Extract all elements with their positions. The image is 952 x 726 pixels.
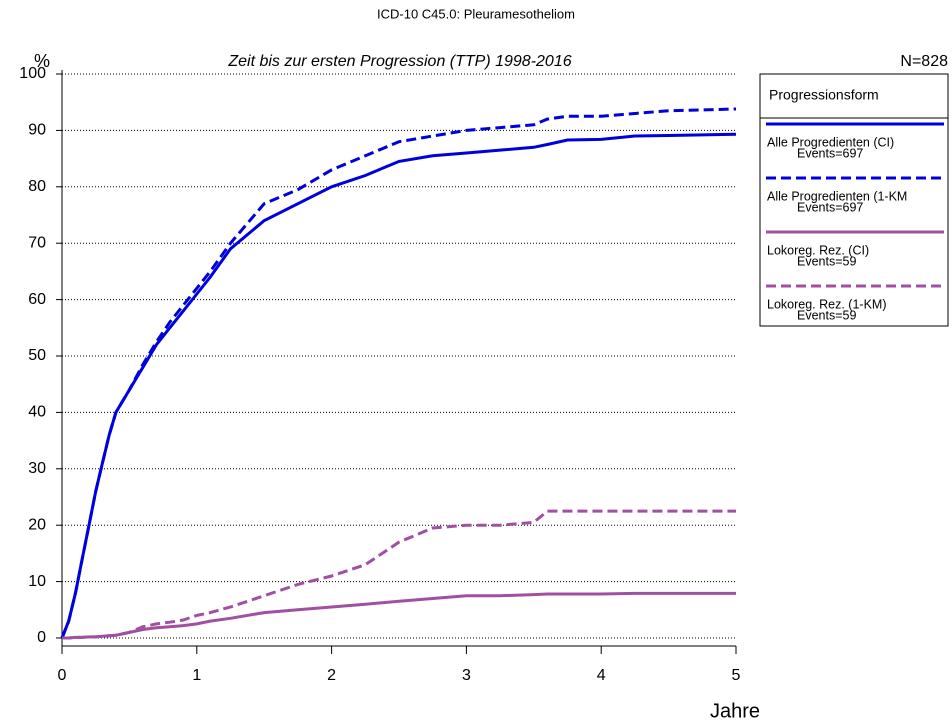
- series-line: [60, 132, 737, 639]
- y-tick-label: 20: [28, 516, 46, 533]
- legend-box: [759, 73, 949, 327]
- series-line: [62, 591, 736, 640]
- x-tick-label: 4: [597, 667, 606, 684]
- legend-label: Lokoreg. Rez. (1-KM): [767, 297, 886, 311]
- legend-events: Events=59: [797, 308, 856, 322]
- x-tick-label: 3: [462, 667, 471, 684]
- y-tick-label: 90: [28, 122, 46, 139]
- legend-events: Events=59: [797, 254, 856, 268]
- annotation: N=828: [900, 53, 948, 70]
- legend-title: Progressionsform: [769, 87, 879, 103]
- legend-events: Events=697: [797, 146, 863, 160]
- legend-label: Alle Progredienten (CI): [767, 135, 894, 149]
- legend-label: Alle Progredienten (1-KM: [767, 189, 907, 203]
- x-tick-label: 1: [192, 667, 201, 684]
- y-axis-label: %: [34, 51, 50, 71]
- x-tick-label: 5: [732, 667, 741, 684]
- y-tick-label: 80: [28, 178, 46, 195]
- x-tick-label: 2: [327, 667, 336, 684]
- legend-events: Events=697: [797, 200, 863, 214]
- y-tick-label: 60: [28, 291, 46, 308]
- chart-subtitle: Zeit bis zur ersten Progression (TTP) 19…: [227, 53, 571, 70]
- legend-label: Lokoreg. Rez. (CI): [767, 243, 869, 257]
- series-line: [62, 509, 736, 640]
- y-tick-label: 10: [28, 573, 46, 590]
- x-axis-label: Jahre: [710, 700, 760, 722]
- x-tick-label: 0: [58, 667, 67, 684]
- y-tick-label: 100: [19, 65, 46, 82]
- y-tick-label: 0: [37, 629, 46, 646]
- y-tick-label: 50: [28, 347, 46, 364]
- y-tick-label: 30: [28, 460, 46, 477]
- y-tick-label: 40: [28, 404, 46, 421]
- y-tick-label: 70: [28, 234, 46, 251]
- series-line: [60, 107, 737, 639]
- chart-title: ICD-10 C45.0: Pleuramesotheliom: [377, 6, 575, 21]
